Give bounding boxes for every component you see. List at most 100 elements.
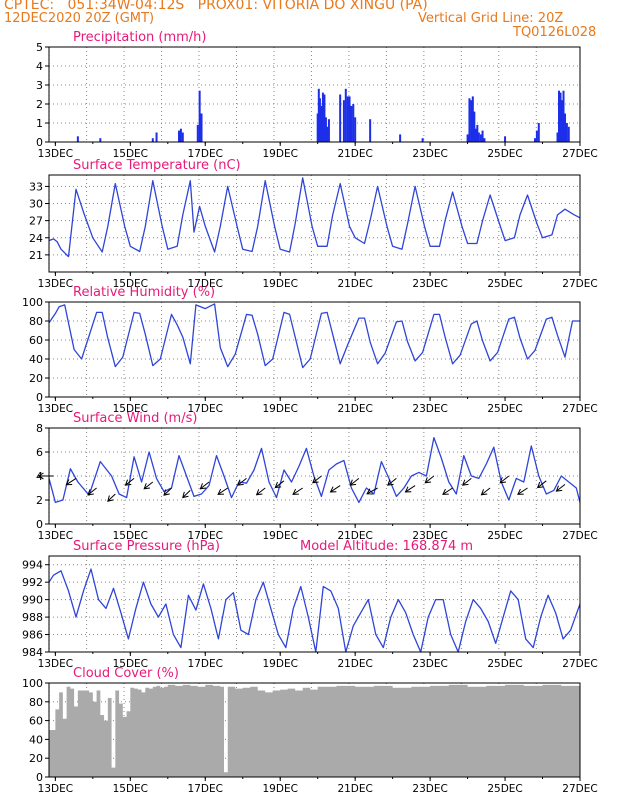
wind-arrow-shaft (387, 478, 397, 486)
wind-arrow (87, 487, 97, 496)
pressure-xtick-label: 23DEC (412, 658, 447, 670)
precip-bar (318, 98, 321, 142)
temperature-xtick-label: 23DEC (412, 278, 447, 290)
humidity-ytick-label: 60 (29, 334, 43, 347)
precip-xtick-label: 17DEC (188, 148, 223, 160)
wind-xtick-label: 13DEC (38, 530, 73, 542)
wind-arrow-shaft (163, 487, 172, 496)
wind-arrow (387, 478, 397, 486)
wind-arrow (274, 480, 285, 489)
wind-arrow-head (37, 472, 44, 480)
cloud-xtick-label: 25DEC (487, 783, 522, 795)
wind-arrow-shaft (66, 477, 77, 486)
temperature-ytick-label: 21 (29, 249, 43, 262)
pressure-line (48, 568, 581, 653)
precip-bar (346, 96, 349, 142)
humidity-title: Relative Humidity (%) (73, 285, 215, 300)
cloud-ytick-label: 100 (22, 677, 43, 690)
wind-arrow (143, 481, 154, 490)
wind-arrow-head (143, 483, 151, 490)
humidity-ytick-label: 80 (29, 315, 43, 328)
wind-arrow (163, 487, 172, 496)
wind-arrow (442, 487, 453, 495)
wind-arrow-head (274, 481, 282, 489)
wind-arrow-shaft (349, 478, 360, 486)
cloud-xtick-label: 17DEC (188, 783, 223, 795)
pressure-annotation: Model Altitude: 168.874 m (300, 539, 473, 554)
precip-ytick-label: 0 (36, 136, 43, 149)
pressure-ytick-label: 984 (22, 646, 43, 659)
temperature-grid (48, 175, 580, 272)
wind-ytick-label: 4 (36, 470, 43, 483)
precip-bar (537, 123, 540, 142)
wind-arrow-head (237, 479, 244, 486)
precip-ytick-label: 3 (36, 79, 43, 92)
precip-bar (562, 90, 565, 142)
humidity-xtick-label: 19DEC (263, 403, 298, 415)
wind-arrow-shaft (125, 478, 135, 486)
precip-bar (198, 90, 201, 142)
wind-ytick-label: 2 (36, 494, 43, 507)
precip-bar (76, 136, 79, 142)
humidity-line (48, 303, 580, 369)
wind-arrow (182, 490, 191, 499)
precip-bar (477, 132, 480, 142)
wind-arrow-head (255, 489, 263, 496)
precip-bar (323, 94, 326, 142)
precip-bar (567, 126, 570, 142)
pressure-xtick-label: 27DEC (562, 658, 597, 670)
precip-xtick-label: 27DEC (562, 148, 597, 160)
temperature-xtick-label: 17DEC (188, 278, 223, 290)
wind-ytick-label: 0 (36, 518, 43, 531)
precip-ytick-label: 4 (36, 60, 43, 73)
precip-bar (317, 88, 320, 142)
precip-bar (348, 96, 351, 142)
wind-arrow-shaft (462, 478, 472, 486)
humidity-xtick-label: 25DEC (487, 403, 522, 415)
wind-arrow-shaft (107, 493, 116, 502)
precip-ytick-label: 2 (36, 98, 43, 111)
wind-xtick-label: 17DEC (188, 530, 223, 542)
precip-bar (473, 111, 476, 142)
wind-arrow-shaft (237, 478, 247, 486)
pressure-ytick-label: 994 (22, 559, 43, 572)
header-datetime: 12DEC2020 20Z (GMT) (4, 11, 155, 26)
precip-bar (320, 105, 323, 142)
precip-xtick-label: 13DEC (38, 148, 73, 160)
precip-xtick-label: 19DEC (263, 148, 298, 160)
cloud-xtick-label: 15DEC (113, 783, 148, 795)
precip-frame (48, 46, 581, 143)
precip-bar (350, 105, 353, 142)
humidity-ytick-label: 20 (29, 372, 43, 385)
wind-arrow (349, 478, 360, 486)
wind-ytick-label: 8 (36, 422, 43, 435)
wind-arrow-shaft (366, 487, 378, 495)
precip-bar (99, 138, 102, 142)
wind-panel: Surface Wind (m/s) 0 2 4 6 8 13DEC 15DEC 17DEC 19… (36, 411, 598, 542)
header-grid-line: Vertical Grid Line: 20Z (418, 11, 564, 26)
wind-xtick-label: 15DEC (113, 530, 148, 542)
wind-arrow-head (65, 479, 73, 486)
temperature-xtick-label: 19DEC (263, 278, 298, 290)
precip-bar (535, 130, 538, 142)
precip-bar (565, 123, 568, 142)
wind-arrow-head (124, 479, 132, 486)
wind-arrow (255, 487, 266, 496)
temperature-xtick-label: 15DEC (113, 278, 148, 290)
wind-arrow (65, 477, 77, 486)
precip-grid (48, 47, 580, 142)
precip-bar (558, 90, 561, 142)
precip-bar (421, 138, 424, 142)
pressure-xtick-label: 25DEC (487, 658, 522, 670)
precip-bar (179, 128, 182, 142)
precip-bar (474, 128, 477, 142)
precip-bar (479, 134, 482, 142)
precip-xtick-label: 23DEC (412, 148, 447, 160)
wind-xtick-label: 27DEC (562, 530, 597, 542)
pressure-panel: Surface Pressure (hPa) Model Altitude: 16… (22, 539, 598, 670)
cloud-ytick-label: 0 (36, 771, 43, 784)
precip-panel: Precipitation (mm/h) 0 1 2 3 4 5 13DEC 15DEC 17DE… (36, 30, 598, 160)
precip-bar (327, 119, 330, 142)
temperature-title: Surface Temperature (nC) (73, 158, 241, 173)
precip-title: Precipitation (mm/h) (73, 30, 206, 45)
